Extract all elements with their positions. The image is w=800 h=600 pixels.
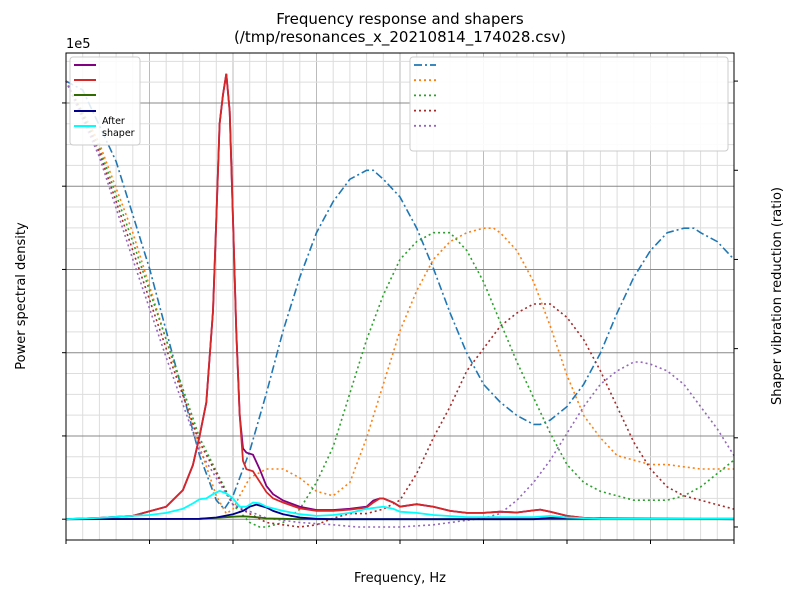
psd-line-1 <box>65 73 734 521</box>
shaper-curves <box>65 80 735 528</box>
shaper-line-0 <box>65 80 735 511</box>
psd-legend-label: shaper <box>102 128 135 139</box>
shaper-line-2 <box>65 80 735 528</box>
psd-curves <box>65 73 735 521</box>
chart-subtitle: (/tmp/resonances_x_20210814_174028.csv) <box>234 28 566 47</box>
shaper-line-1 <box>65 80 734 515</box>
psd-line-3 <box>65 503 735 521</box>
shaper-legend-box <box>409 56 729 152</box>
y-exponent-label: 1e5 <box>66 37 91 52</box>
grid-lines <box>65 53 735 541</box>
axis-ticks <box>62 80 738 544</box>
y-axis-label: Power spectral density <box>14 222 29 370</box>
y2-axis-label: Shaper vibration reduction (ratio) <box>770 187 785 405</box>
psd-legend-label: After <box>102 116 125 127</box>
psd-line-4 <box>65 489 734 521</box>
chart-title: Frequency response and shapers <box>276 10 524 28</box>
shaper-line-4 <box>65 80 735 528</box>
x-axis-label: Frequency, Hz <box>354 571 446 586</box>
shaper-legend <box>409 56 729 152</box>
shaper-line-3 <box>65 80 735 528</box>
